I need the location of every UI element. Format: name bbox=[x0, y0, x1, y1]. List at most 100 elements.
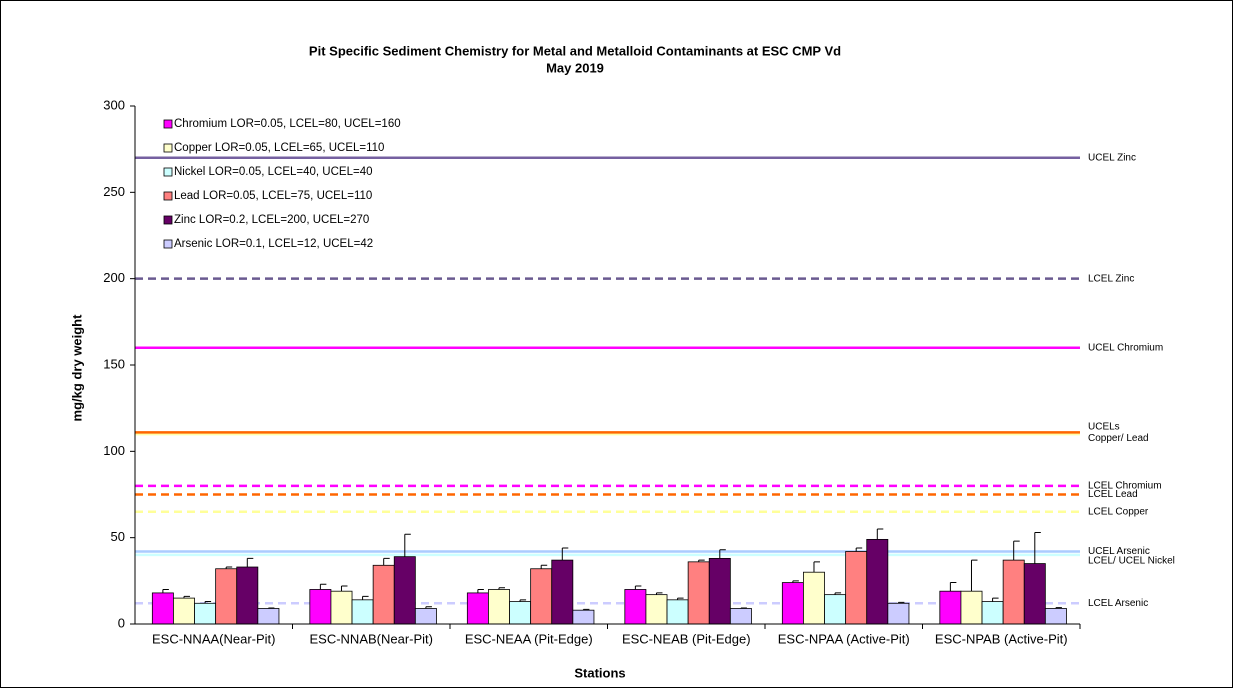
y-tick-label: 250 bbox=[103, 184, 125, 199]
bar bbox=[151, 592, 174, 625]
x-tick-label: ESC-NEAA (Pit-Edge) bbox=[465, 631, 593, 646]
bar bbox=[509, 601, 532, 625]
error-bar bbox=[477, 588, 484, 593]
bar bbox=[824, 594, 847, 625]
error-bar bbox=[949, 582, 957, 592]
error-bar bbox=[319, 583, 327, 590]
bar bbox=[866, 538, 889, 625]
error-bar bbox=[634, 585, 642, 590]
error-bar bbox=[1055, 607, 1062, 609]
error-bar bbox=[970, 559, 978, 592]
bar bbox=[1002, 559, 1025, 625]
bar bbox=[488, 589, 510, 625]
reference-label: UCEL Zinc bbox=[1088, 152, 1136, 163]
reference-label: UCEL Arsenic bbox=[1088, 546, 1150, 557]
bar bbox=[393, 556, 416, 625]
bar bbox=[173, 597, 195, 625]
error-bar bbox=[897, 601, 905, 604]
legend-swatch bbox=[163, 239, 173, 249]
error-bar bbox=[740, 607, 747, 609]
bar bbox=[372, 564, 395, 625]
error-bar bbox=[246, 557, 254, 568]
bar bbox=[803, 571, 825, 625]
error-bar bbox=[855, 547, 863, 552]
bar bbox=[236, 566, 259, 625]
legend-label: Copper LOR=0.05, LCEL=65, UCEL=110 bbox=[174, 142, 384, 154]
bar bbox=[624, 589, 647, 625]
bar bbox=[309, 589, 332, 625]
y-tick-label: 200 bbox=[103, 270, 125, 285]
y-tick-label: 300 bbox=[103, 97, 125, 112]
legend-swatch bbox=[163, 215, 173, 225]
bar bbox=[666, 599, 689, 625]
bar bbox=[466, 592, 489, 625]
bar bbox=[257, 608, 280, 625]
legend-swatch bbox=[163, 167, 173, 177]
bar bbox=[939, 590, 962, 625]
bar bbox=[645, 594, 668, 625]
error-bar bbox=[792, 580, 799, 583]
x-axis-title: Stations bbox=[574, 665, 625, 680]
error-bar bbox=[540, 564, 548, 569]
reference-label: LCEL Copper bbox=[1088, 506, 1149, 517]
error-bar bbox=[677, 597, 684, 600]
y-tick-label: 50 bbox=[111, 529, 125, 544]
reference-label: Copper/ Lead bbox=[1088, 433, 1149, 444]
reference-label: UCEL Chromium bbox=[1088, 342, 1163, 353]
reference-label: LCEL/ UCEL Nickel bbox=[1088, 556, 1175, 567]
error-bar bbox=[992, 597, 999, 602]
chart-subtitle: May 2019 bbox=[546, 60, 604, 75]
error-bar bbox=[519, 599, 527, 602]
y-axis-title: mg/kg dry weight bbox=[69, 314, 84, 422]
bar bbox=[530, 568, 553, 625]
bar bbox=[414, 608, 437, 625]
error-bar bbox=[162, 588, 169, 593]
error-bar bbox=[204, 601, 212, 604]
x-tick-label: ESC-NNAB(Near-Pit) bbox=[309, 631, 433, 646]
error-bar bbox=[340, 585, 348, 592]
bar bbox=[845, 551, 868, 625]
y-tick-label: 100 bbox=[103, 443, 125, 458]
error-bar bbox=[655, 592, 663, 595]
x-tick-label: ESC-NNAA(Near-Pit) bbox=[152, 631, 276, 646]
legend-swatch bbox=[163, 143, 173, 153]
reference-label: LCEL Lead bbox=[1088, 489, 1138, 500]
reference-label: LCEL Zinc bbox=[1088, 273, 1134, 284]
error-bar bbox=[719, 549, 726, 559]
bar bbox=[330, 590, 353, 625]
error-bar bbox=[498, 587, 505, 590]
error-bar bbox=[383, 557, 390, 566]
error-bar bbox=[362, 595, 369, 600]
error-bar bbox=[1034, 531, 1041, 564]
bar bbox=[960, 590, 983, 625]
bar bbox=[215, 568, 238, 625]
error-bar bbox=[698, 559, 705, 562]
bar bbox=[1023, 563, 1046, 625]
y-tick-label: 0 bbox=[118, 615, 125, 630]
bar bbox=[781, 582, 804, 625]
legend-label: Chromium LOR=0.05, LCEL=80, UCEL=160 bbox=[174, 118, 401, 130]
error-bar bbox=[267, 607, 275, 609]
error-bar bbox=[834, 592, 842, 595]
reference-label: LCEL Chromium bbox=[1088, 481, 1162, 492]
legend-label: Arsenic LOR=0.1, LCEL=12, UCEL=42 bbox=[174, 238, 373, 250]
reference-label: LCEL Arsenic bbox=[1088, 598, 1148, 609]
legend-label: Lead LOR=0.05, LCEL=75, UCEL=110 bbox=[174, 190, 372, 202]
error-bar bbox=[425, 606, 432, 609]
error-bar bbox=[561, 547, 569, 561]
error-bar bbox=[404, 533, 411, 557]
bar bbox=[687, 561, 710, 625]
error-bar bbox=[225, 566, 233, 569]
error-bar bbox=[582, 608, 590, 611]
bar bbox=[351, 599, 374, 625]
bar bbox=[572, 609, 595, 625]
error-bar bbox=[1013, 540, 1020, 561]
legend-label: Zinc LOR=0.2, LCEL=200, UCEL=270 bbox=[174, 214, 369, 226]
reference-label: UCELs bbox=[1088, 422, 1120, 433]
x-tick-label: ESC-NPAA (Active-Pit) bbox=[778, 631, 910, 646]
x-tick-label: ESC-NPAB (Active-Pit) bbox=[935, 631, 1068, 646]
error-bar bbox=[183, 595, 190, 599]
chart-title: Pit Specific Sediment Chemistry for Meta… bbox=[309, 43, 841, 58]
